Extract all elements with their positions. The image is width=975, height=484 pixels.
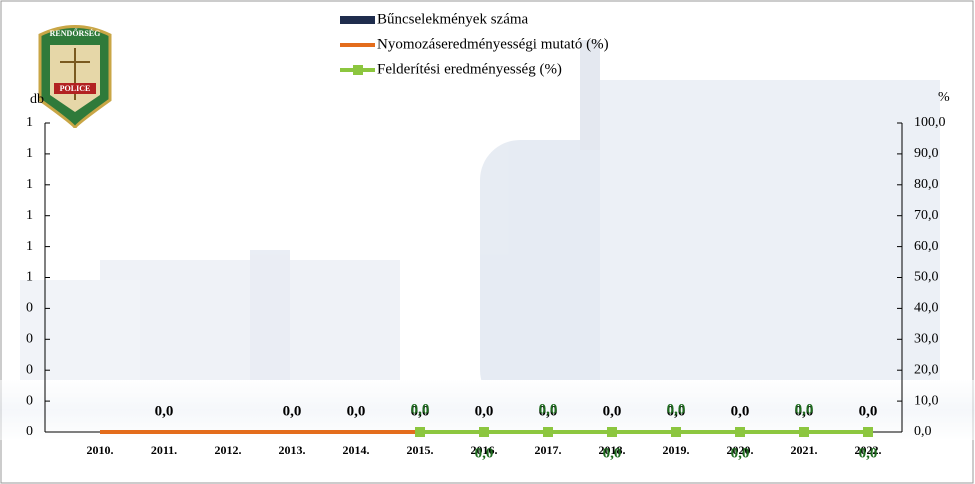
background-building bbox=[0, 40, 975, 440]
data-label: 0,0 bbox=[283, 403, 302, 419]
x-tick-label: 2019. bbox=[663, 443, 690, 457]
logo-text: POLICE bbox=[60, 84, 91, 93]
y-tick-label: 1 bbox=[26, 115, 33, 130]
x-tick-label: 2020. bbox=[727, 443, 754, 457]
x-tick-label: 2010. bbox=[87, 443, 114, 457]
y-tick-label: 0 bbox=[26, 301, 33, 316]
legend-label: Bűncselekmények száma bbox=[377, 11, 529, 27]
y-tick-label: 1 bbox=[26, 177, 33, 192]
y-tick-label: 1 bbox=[26, 208, 33, 223]
data-label: 0,0 bbox=[475, 445, 494, 461]
y-tick-label: 1 bbox=[26, 239, 33, 254]
data-label: 0,0 bbox=[539, 403, 558, 419]
marker bbox=[863, 427, 873, 437]
y-tick-label: 0 bbox=[26, 332, 33, 347]
legend-swatch bbox=[340, 16, 375, 24]
x-tick-label: 2014. bbox=[343, 443, 370, 457]
data-label: 0,0 bbox=[155, 403, 174, 419]
data-label: 0,0 bbox=[475, 403, 494, 419]
y2-tick-label: 20,0 bbox=[914, 362, 939, 377]
y2-tick-label: 10,0 bbox=[914, 393, 939, 408]
logo: RENDŐRSÉG POLICE bbox=[38, 25, 112, 129]
y-tick-label: 0 bbox=[26, 362, 33, 377]
y2-tick-label: 60,0 bbox=[914, 239, 939, 254]
data-label: 0,0 bbox=[795, 403, 814, 419]
y-axis-title: db bbox=[30, 92, 44, 107]
y2-tick-label: 80,0 bbox=[914, 177, 939, 192]
x-tick-label: 2013. bbox=[279, 443, 306, 457]
data-label: 0,0 bbox=[859, 445, 878, 461]
data-label: 0,0 bbox=[411, 403, 430, 419]
legend-label: Felderítési eredményesség (%) bbox=[377, 61, 562, 77]
x-tick-label: 2016. bbox=[471, 443, 498, 457]
y2-tick-label: 70,0 bbox=[914, 208, 939, 223]
y2-tick-label: 40,0 bbox=[914, 301, 939, 316]
marker bbox=[607, 427, 617, 437]
y-tick-label: 1 bbox=[26, 270, 33, 285]
x-tick-label: 2017. bbox=[535, 443, 562, 457]
y-tick-label: 0 bbox=[26, 393, 33, 408]
x-tick-label: 2012. bbox=[215, 443, 242, 457]
legend-label: Nyomozáseredményességi mutató (%) bbox=[377, 36, 609, 52]
y2-tick-label: 0,0 bbox=[914, 424, 932, 439]
data-label: 0,0 bbox=[603, 403, 622, 419]
data-label: 0,0 bbox=[411, 401, 430, 417]
marker bbox=[799, 427, 809, 437]
data-label: 0,0 bbox=[731, 445, 750, 461]
x-tick-label: 2011. bbox=[151, 443, 177, 457]
y2-axis-title: % bbox=[938, 90, 950, 105]
y2-tick-label: 100,0 bbox=[914, 115, 946, 130]
y-tick-label: 1 bbox=[26, 146, 33, 161]
data-label: 0,0 bbox=[667, 401, 686, 417]
y2-tick-label: 90,0 bbox=[914, 146, 939, 161]
marker bbox=[415, 427, 425, 437]
data-label: 0,0 bbox=[731, 403, 750, 419]
data-label: 0,0 bbox=[347, 403, 366, 419]
x-tick-label: 2021. bbox=[791, 443, 818, 457]
data-label: 0,0 bbox=[667, 403, 686, 419]
y-tick-label: 0 bbox=[26, 424, 33, 439]
data-label: 0,0 bbox=[859, 403, 878, 419]
data-label: 0,0 bbox=[603, 445, 622, 461]
logo-text: RENDŐRSÉG bbox=[50, 28, 101, 38]
x-tick-label: 2015. bbox=[407, 443, 434, 457]
x-tick-label: 2022. bbox=[855, 443, 882, 457]
marker bbox=[543, 427, 553, 437]
y2-tick-label: 50,0 bbox=[914, 270, 939, 285]
data-label: 0,0 bbox=[795, 401, 814, 417]
data-label: 0,0 bbox=[539, 401, 558, 417]
marker bbox=[671, 427, 681, 437]
y2-tick-label: 30,0 bbox=[914, 332, 939, 347]
marker bbox=[735, 427, 745, 437]
legend-marker bbox=[353, 65, 363, 75]
x-tick-label: 2018. bbox=[599, 443, 626, 457]
marker bbox=[479, 427, 489, 437]
